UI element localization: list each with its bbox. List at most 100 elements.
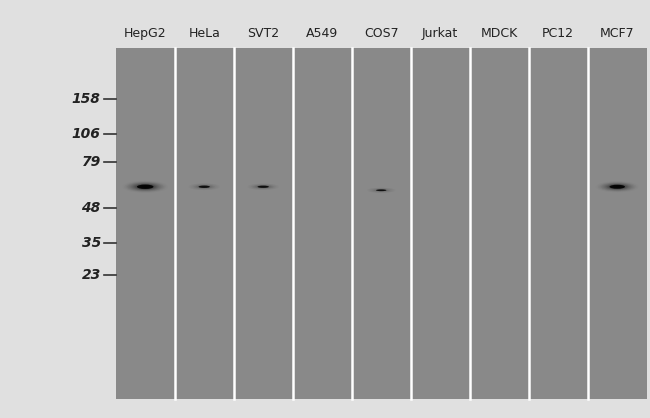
Ellipse shape — [372, 189, 390, 192]
Text: 79: 79 — [81, 155, 101, 169]
Ellipse shape — [610, 185, 624, 189]
Ellipse shape — [261, 186, 265, 187]
Text: A549: A549 — [306, 27, 339, 40]
Ellipse shape — [191, 184, 217, 189]
Ellipse shape — [616, 186, 619, 187]
Ellipse shape — [613, 186, 621, 188]
Text: 158: 158 — [72, 92, 101, 106]
Ellipse shape — [377, 190, 385, 191]
Ellipse shape — [260, 186, 266, 187]
Ellipse shape — [252, 185, 274, 189]
Ellipse shape — [192, 184, 216, 189]
Ellipse shape — [133, 184, 157, 190]
Ellipse shape — [140, 185, 151, 188]
Ellipse shape — [195, 185, 213, 189]
Ellipse shape — [595, 181, 640, 192]
Ellipse shape — [378, 190, 384, 191]
Bar — [116, 48, 647, 399]
Ellipse shape — [128, 182, 162, 191]
Ellipse shape — [196, 185, 213, 189]
Ellipse shape — [194, 184, 215, 189]
Text: COS7: COS7 — [364, 27, 398, 40]
Ellipse shape — [597, 182, 637, 192]
Ellipse shape — [203, 186, 205, 187]
Ellipse shape — [602, 183, 632, 191]
Ellipse shape — [609, 185, 625, 189]
Ellipse shape — [144, 186, 147, 187]
Ellipse shape — [256, 186, 270, 188]
Ellipse shape — [372, 189, 391, 192]
Ellipse shape — [599, 182, 636, 191]
Ellipse shape — [255, 185, 272, 189]
Ellipse shape — [198, 186, 210, 188]
Ellipse shape — [194, 185, 214, 189]
Ellipse shape — [607, 184, 627, 189]
Ellipse shape — [597, 181, 638, 192]
Ellipse shape — [379, 190, 384, 191]
Ellipse shape — [200, 186, 209, 188]
Ellipse shape — [373, 189, 389, 191]
Ellipse shape — [367, 188, 396, 193]
Ellipse shape — [374, 189, 388, 191]
Ellipse shape — [201, 186, 207, 187]
Text: MCF7: MCF7 — [600, 27, 634, 40]
Ellipse shape — [140, 186, 150, 188]
Ellipse shape — [255, 185, 271, 188]
Text: HepG2: HepG2 — [124, 27, 166, 40]
Ellipse shape — [257, 186, 270, 188]
Ellipse shape — [615, 186, 619, 187]
Ellipse shape — [251, 184, 276, 189]
Ellipse shape — [612, 185, 623, 188]
Ellipse shape — [125, 181, 165, 192]
Ellipse shape — [258, 186, 268, 188]
Ellipse shape — [247, 184, 280, 190]
Ellipse shape — [136, 184, 154, 189]
Ellipse shape — [608, 184, 626, 189]
Ellipse shape — [200, 186, 208, 188]
Text: SVT2: SVT2 — [247, 27, 280, 40]
Ellipse shape — [137, 185, 153, 189]
Ellipse shape — [188, 184, 220, 190]
Ellipse shape — [253, 185, 274, 189]
Ellipse shape — [614, 186, 620, 188]
Ellipse shape — [252, 184, 275, 189]
Ellipse shape — [137, 185, 153, 189]
Ellipse shape — [257, 186, 269, 188]
Ellipse shape — [198, 186, 211, 188]
Ellipse shape — [370, 189, 392, 192]
Ellipse shape — [369, 188, 393, 192]
Ellipse shape — [135, 184, 155, 189]
Text: 106: 106 — [72, 127, 101, 141]
Ellipse shape — [601, 182, 634, 191]
Ellipse shape — [603, 183, 631, 190]
Ellipse shape — [194, 185, 214, 189]
Ellipse shape — [254, 185, 272, 189]
Text: PC12: PC12 — [542, 27, 574, 40]
Ellipse shape — [133, 184, 158, 190]
Ellipse shape — [259, 186, 268, 188]
Text: 23: 23 — [81, 268, 101, 282]
Ellipse shape — [603, 183, 632, 191]
Ellipse shape — [138, 185, 152, 189]
Ellipse shape — [367, 188, 395, 193]
Ellipse shape — [369, 188, 393, 192]
Ellipse shape — [596, 181, 639, 192]
Ellipse shape — [371, 189, 391, 192]
Ellipse shape — [610, 185, 625, 189]
Ellipse shape — [605, 184, 629, 190]
Ellipse shape — [143, 186, 148, 187]
Ellipse shape — [262, 186, 265, 187]
Ellipse shape — [202, 186, 206, 187]
Ellipse shape — [190, 184, 218, 190]
Ellipse shape — [199, 186, 209, 188]
Ellipse shape — [368, 188, 395, 193]
Ellipse shape — [250, 184, 276, 189]
Ellipse shape — [614, 186, 621, 188]
Ellipse shape — [197, 185, 211, 188]
Ellipse shape — [203, 186, 206, 187]
Ellipse shape — [197, 185, 212, 189]
Ellipse shape — [249, 184, 278, 189]
Ellipse shape — [375, 189, 387, 191]
Ellipse shape — [376, 189, 387, 191]
Ellipse shape — [200, 186, 209, 188]
